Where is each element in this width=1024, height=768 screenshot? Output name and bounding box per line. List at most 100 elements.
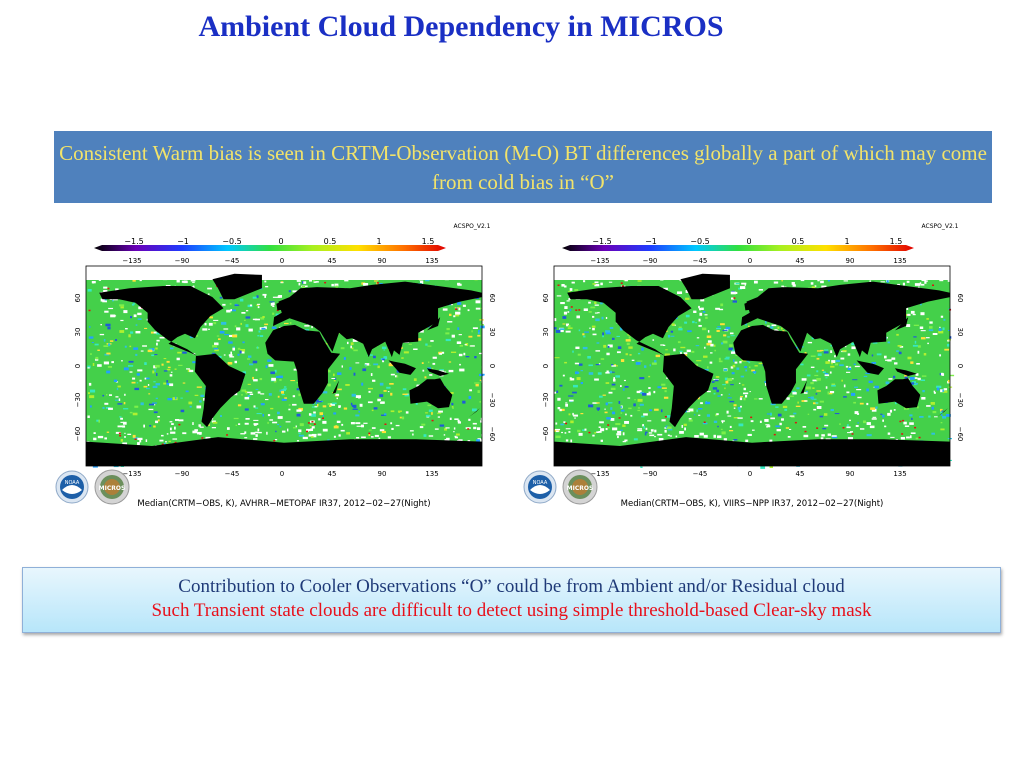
colorbar-tick-label: 1.5 xyxy=(422,237,435,246)
svg-text:NOAA: NOAA xyxy=(533,480,548,486)
lat-tick-label-left: 0 xyxy=(74,364,82,368)
lon-tick-label: −135 xyxy=(590,257,609,265)
noaa-logo: NOAA xyxy=(523,470,557,504)
lon-tick-label-bottom: 0 xyxy=(748,470,752,478)
version-tag: ACSPO_V2.1 xyxy=(922,223,959,230)
lat-tick-label-right: 30 xyxy=(956,328,964,337)
lat-tick-label-left: −30 xyxy=(74,393,82,408)
lon-tick-label-bottom: −135 xyxy=(590,470,609,478)
lon-tick-label-bottom: −90 xyxy=(175,470,190,478)
lat-tick-label-left: 0 xyxy=(542,364,550,368)
landmass xyxy=(744,301,755,311)
noaa-logo: NOAA xyxy=(55,470,89,504)
landmass xyxy=(662,353,714,428)
landmass xyxy=(567,286,692,356)
lon-tick-label: 135 xyxy=(425,257,438,265)
map-caption: Median(CRTM−OBS, K), VIIRS−NPP IR37, 201… xyxy=(621,499,884,509)
lon-tick-label-bottom: 135 xyxy=(893,470,906,478)
colorbar xyxy=(94,245,446,251)
lon-tick-label: −45 xyxy=(693,257,708,265)
lat-tick-label-left: 60 xyxy=(74,294,82,303)
colorbar-tick-label: −1.5 xyxy=(592,237,611,246)
colorbar-tick-label: 1 xyxy=(844,237,849,246)
lat-tick-label-right: 0 xyxy=(488,364,496,368)
lon-tick-label: 90 xyxy=(378,257,387,265)
lat-tick-label-right: −30 xyxy=(488,393,496,408)
colorbar-tick-label: 0.5 xyxy=(324,237,337,246)
map-panel-viirs: ACSPO_V2.1 −1.5 −1 −0.5 0 0.5 1 1.5 −135 −90 −45 0 4… xyxy=(522,218,984,522)
colorbar-tick-label: −1.5 xyxy=(124,237,143,246)
lon-tick-label-bottom: 0 xyxy=(280,470,284,478)
colorbar-tick-label: −1 xyxy=(177,237,189,246)
svg-text:NOAA: NOAA xyxy=(65,480,80,486)
landmass xyxy=(388,360,416,375)
lat-tick-label-right: 60 xyxy=(956,294,964,303)
colorbar-tick-label: 1.5 xyxy=(890,237,903,246)
micros-logo: MICROS xyxy=(562,469,598,505)
world-map xyxy=(554,266,955,469)
landmass xyxy=(194,353,246,428)
lon-tick-label-bottom: 90 xyxy=(846,470,855,478)
note-line-1: Contribution to Cooler Observations “O” … xyxy=(178,576,845,597)
slide-title: Ambient Cloud Dependency in MICROS xyxy=(198,10,724,43)
lon-tick-label: −90 xyxy=(175,257,190,265)
landmass xyxy=(273,281,483,358)
colorbar-tick-label: 0 xyxy=(746,237,751,246)
landmass xyxy=(680,273,730,300)
landmass xyxy=(426,368,449,376)
lat-tick-label-right: −60 xyxy=(956,427,964,442)
lon-tick-label: 45 xyxy=(328,257,337,265)
landmass xyxy=(554,437,950,466)
landmass xyxy=(733,324,809,404)
lon-tick-label-bottom: 135 xyxy=(425,470,438,478)
lat-tick-label-right: 30 xyxy=(488,328,496,337)
note-line-2: Such Transient state clouds are difficul… xyxy=(151,600,872,621)
landmass xyxy=(877,378,921,409)
landmass xyxy=(409,378,453,409)
lon-tick-label: 0 xyxy=(748,257,752,265)
colorbar-tick-label: −1 xyxy=(645,237,657,246)
landmass xyxy=(99,286,224,356)
lon-tick-label: 135 xyxy=(893,257,906,265)
lon-tick-label-bottom: −45 xyxy=(225,470,240,478)
lon-tick-label: −135 xyxy=(122,257,141,265)
svg-text:MICROS: MICROS xyxy=(99,485,126,492)
landmass xyxy=(894,317,909,331)
landmass xyxy=(265,324,341,404)
lon-tick-label-bottom: −90 xyxy=(643,470,658,478)
lat-tick-label-left: 30 xyxy=(74,328,82,337)
colorbar xyxy=(562,245,914,251)
lat-tick-label-left: −30 xyxy=(542,393,550,408)
lon-tick-label-bottom: 45 xyxy=(796,470,805,478)
landmass xyxy=(212,273,262,300)
landmass xyxy=(276,301,287,311)
landmass xyxy=(332,380,340,394)
micros-logo: MICROS xyxy=(94,469,130,505)
lon-tick-label-bottom: −45 xyxy=(693,470,708,478)
lon-tick-label-bottom: −135 xyxy=(122,470,141,478)
warm-bias-banner: Consistent Warm bias is seen in CRTM-Obs… xyxy=(54,131,992,203)
landmass xyxy=(894,368,917,376)
lon-tick-label: −90 xyxy=(643,257,658,265)
world-map xyxy=(86,266,487,469)
lat-tick-label-right: −30 xyxy=(956,393,964,408)
lon-tick-label-bottom: 90 xyxy=(378,470,387,478)
version-tag: ACSPO_V2.1 xyxy=(454,223,491,230)
svg-text:MICROS: MICROS xyxy=(567,485,594,492)
landmass xyxy=(741,281,950,358)
lat-tick-label-left: 30 xyxy=(542,328,550,337)
lat-tick-label-left: 60 xyxy=(542,294,550,303)
lat-tick-label-right: −60 xyxy=(488,427,496,442)
lat-tick-label-right: 0 xyxy=(956,364,964,368)
lat-tick-label-left: −60 xyxy=(74,427,82,442)
lon-tick-label-bottom: 45 xyxy=(328,470,337,478)
map-panel-avhrr: ACSPO_V2.1 −1.5 −1 −0.5 0 0.5 1 1.5 −135 −90 −45 0 4… xyxy=(54,218,516,522)
map-caption: Median(CRTM−OBS, K), AVHRR−METOPAF IR37,… xyxy=(137,499,430,509)
landmass xyxy=(800,380,808,394)
lat-tick-label-left: −60 xyxy=(542,427,550,442)
landmass xyxy=(86,437,483,466)
lon-tick-label: 0 xyxy=(280,257,284,265)
landmass xyxy=(426,317,441,331)
colorbar-tick-label: −0.5 xyxy=(222,237,241,246)
lat-tick-label-right: 60 xyxy=(488,294,496,303)
